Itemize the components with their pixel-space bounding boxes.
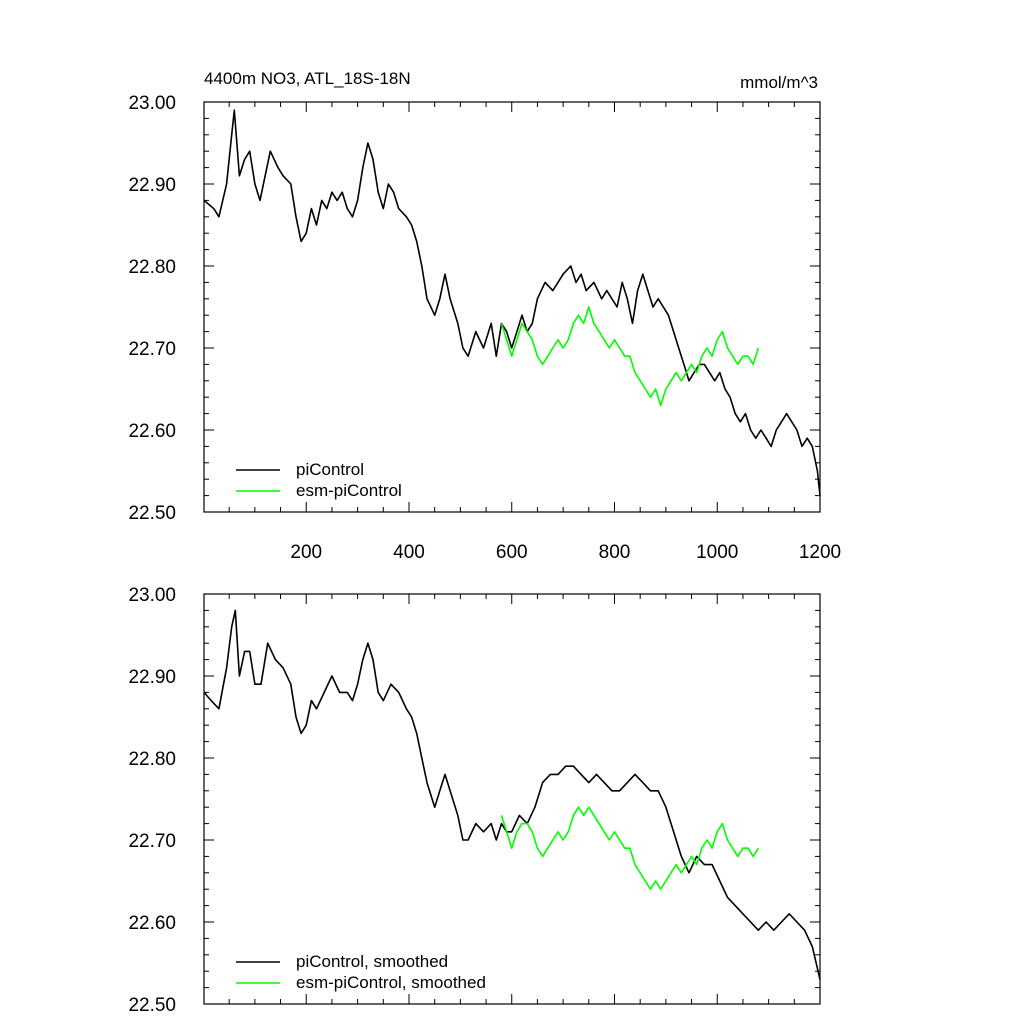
legend-label-0: piControl, smoothed xyxy=(296,952,448,971)
y-tick-label: 22.50 xyxy=(128,503,176,524)
y-tick-label: 22.60 xyxy=(128,913,176,934)
x-tick-label: 800 xyxy=(599,542,631,563)
legend-label-0: piControl xyxy=(296,460,364,479)
series-line-0 xyxy=(203,609,821,980)
y-tick-label: 23.00 xyxy=(128,585,176,606)
series-line-1 xyxy=(500,806,759,891)
series-line-1 xyxy=(500,306,760,407)
x-tick-label: 1000 xyxy=(696,542,738,563)
y-tick-label: 22.50 xyxy=(128,995,176,1016)
y-tick-label: 22.80 xyxy=(128,257,176,278)
y-tick-label: 22.80 xyxy=(128,749,176,770)
legend-label-1: esm-piControl, smoothed xyxy=(296,973,486,992)
x-tick-label: 200 xyxy=(290,542,322,563)
bottom-panel: 22.50 22.60 22.70 22.80 22.90 23.00 piControl,… xyxy=(128,585,821,1016)
units-label: mmol/m^3 xyxy=(740,73,818,92)
y-tick-label: 22.90 xyxy=(128,175,176,196)
x-tick-label: 1200 xyxy=(799,542,841,563)
series-line-0 xyxy=(203,109,821,496)
y-tick-label: 23.00 xyxy=(128,93,176,114)
y-tick-label: 22.90 xyxy=(128,667,176,688)
top-panel: 4400m NO3, ATL_18S-18N mmol/m^3 22.50 22.… xyxy=(128,69,841,563)
y-tick-label: 22.60 xyxy=(128,421,176,442)
y-tick-label: 22.70 xyxy=(128,831,176,852)
plot-frame xyxy=(203,593,821,1005)
x-tick-label: 400 xyxy=(393,542,425,563)
x-tick-label: 600 xyxy=(496,542,528,563)
chart-title: 4400m NO3, ATL_18S-18N xyxy=(204,69,411,88)
y-tick-label: 22.70 xyxy=(128,339,176,360)
plot-frame xyxy=(203,101,821,513)
legend-label-1: esm-piControl xyxy=(296,481,402,500)
